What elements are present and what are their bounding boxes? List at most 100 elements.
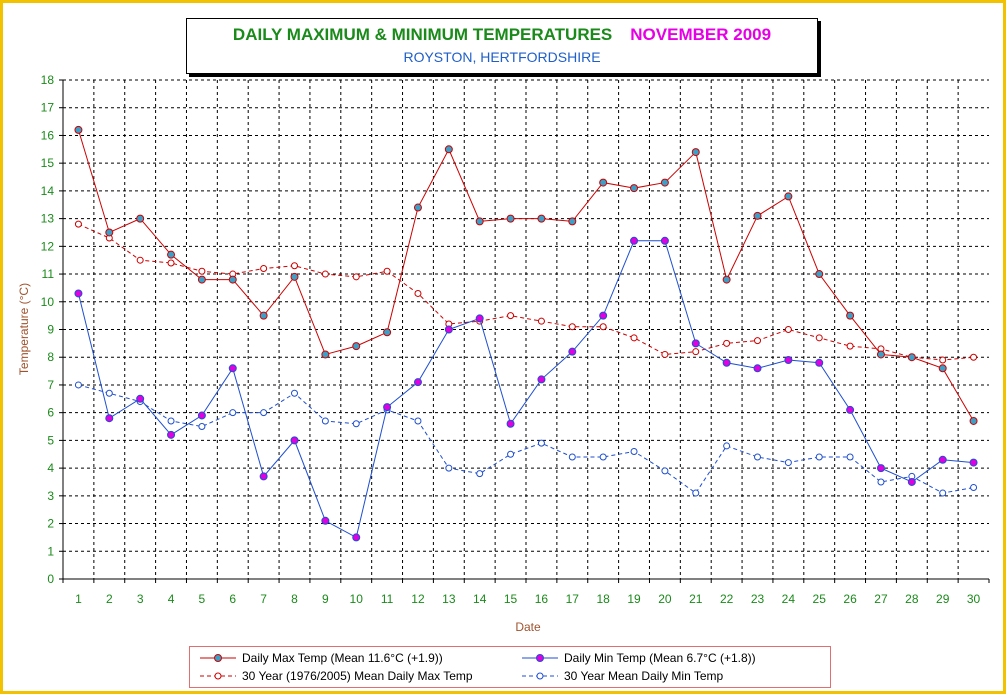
x-tick-label: 23 [751,592,765,606]
data-point-min [969,458,978,467]
data-point-mean-max [970,353,978,361]
data-point-mean-min [414,417,422,425]
data-point-min [475,314,484,323]
data-point-mean-min [321,417,329,425]
x-tick-label: 1 [75,592,82,606]
data-point-mean-min [352,420,360,428]
data-point-min [537,375,546,384]
y-tick-label: 0 [47,572,54,586]
x-tick-label: 29 [936,592,950,606]
x-tick-label: 5 [199,592,206,606]
data-point-max [259,311,268,320]
chart-title: DAILY MAXIMUM & MINIMUM TEMPERATURES [232,25,613,44]
data-point-mean-min [198,423,206,431]
data-point-min [413,378,422,387]
data-point-max [167,250,176,259]
x-tick-label: 25 [813,592,827,606]
data-point-max [660,178,669,187]
data-point-mean-min [784,459,792,467]
data-point-mean-max [815,334,823,342]
data-point-min [352,533,361,542]
data-point-max [413,203,422,212]
data-point-mean-min [167,417,175,425]
data-point-mean-max [630,334,638,342]
data-point-max [506,214,515,223]
legend-item-mean-max: 30 Year (1976/2005) Mean Daily Max Temp [198,667,508,683]
data-point-mean-min [476,470,484,478]
data-point-mean-max [599,323,607,331]
data-point-max [197,275,206,284]
data-point-min [691,339,700,348]
y-tick-label: 10 [41,295,55,309]
y-tick-label: 2 [47,517,54,531]
data-point-mean-min [599,453,607,461]
data-point-mean-max [507,312,515,320]
axes [59,79,990,583]
chart-title-month: NOVEMBER 2009 [630,25,772,44]
y-tick-label: 15 [41,156,55,170]
data-point-min [599,311,608,320]
title-line: DAILY MAXIMUM & MINIMUM TEMPERATURES NOVE… [187,25,817,45]
data-point-max [938,364,947,373]
data-point-mean-max [74,220,82,228]
grid [63,79,989,579]
y-axis-label: Temperature (°C) [17,283,31,375]
data-point-mean-min [661,467,669,475]
series-layer [74,125,978,542]
y-tick-label: 8 [47,350,54,364]
data-point-max [599,178,608,187]
data-point-min [660,236,669,245]
x-tick-label: 21 [689,592,703,606]
legend-label-mean-max: 30 Year (1976/2005) Mean Daily Max Temp [242,669,473,683]
series-line-mean-min [78,384,974,494]
x-tick-label: 30 [967,592,981,606]
data-point-mean-min [815,453,823,461]
data-point-max [136,214,145,223]
y-tick-label: 1 [47,544,54,558]
data-point-mean-max [692,348,700,356]
data-point-mean-min [507,450,515,458]
y-tick-label: 7 [47,378,54,392]
data-point-max [352,342,361,351]
y-tick-label: 17 [41,101,55,115]
data-point-mean-min [723,442,731,450]
y-tick-label: 3 [47,489,54,503]
y-tick-label: 9 [47,323,54,337]
data-point-mean-min [692,489,700,497]
data-point-max [228,275,237,284]
data-point-mean-max [414,289,422,297]
data-point-mean-max [537,317,545,325]
data-point-max [815,270,824,279]
x-tick-label: 19 [627,592,641,606]
x-tick-label: 12 [411,592,425,606]
x-tick-label: 2 [106,592,113,606]
series-max [74,125,978,425]
data-point-max [630,184,639,193]
y-tick-label: 6 [47,406,54,420]
data-point-mean-max [568,323,576,331]
data-point-mean-min [74,381,82,389]
x-tick-label: 16 [535,592,549,606]
x-tick-label: 15 [504,592,518,606]
data-point-max [907,353,916,362]
data-point-mean-max [291,262,298,270]
data-point-min [876,464,885,473]
data-point-mean-min [568,453,576,461]
legend-item-max: Daily Max Temp (Mean 11.6°C (+1.9)) [198,649,498,665]
data-point-mean-max [198,267,206,275]
data-point-min [938,455,947,464]
data-point-mean-min [260,409,268,417]
data-point-min [907,477,916,486]
data-point-mean-min [939,489,947,497]
x-tick-label: 24 [782,592,796,606]
x-tick-label: 3 [137,592,144,606]
data-point-min [383,403,392,412]
data-point-mean-max [846,342,854,350]
y-tick-label: 11 [42,267,55,281]
data-point-min [197,411,206,420]
data-point-min [74,289,83,298]
data-point-min [815,358,824,367]
